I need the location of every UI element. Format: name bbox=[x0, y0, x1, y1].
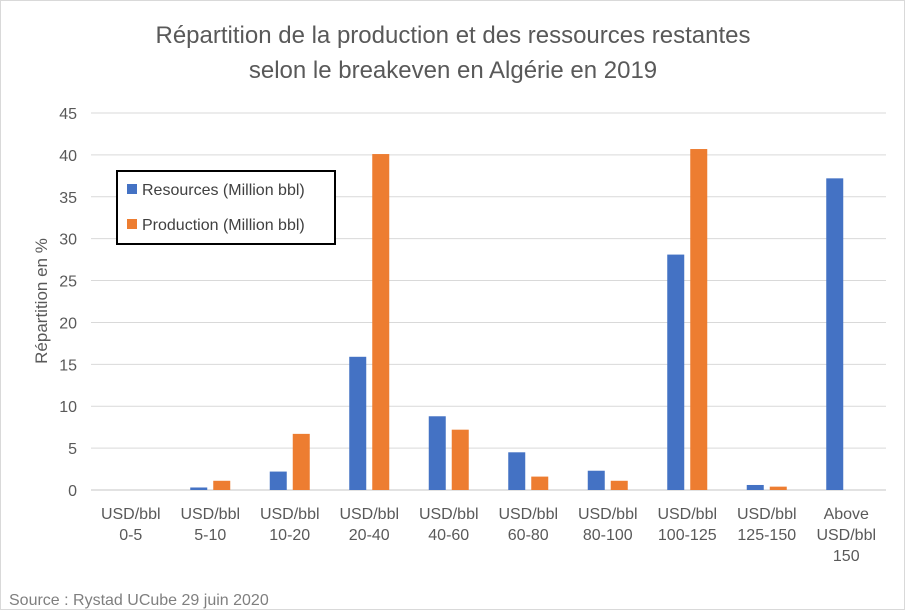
x-tick-label: Above bbox=[824, 506, 869, 523]
legend-swatch bbox=[127, 219, 137, 229]
x-tick-label: 20-40 bbox=[349, 527, 390, 544]
x-tick-label: 125-150 bbox=[737, 527, 796, 544]
y-tick-label: 30 bbox=[59, 232, 77, 249]
x-tick-label: USD/bbl bbox=[419, 506, 479, 523]
y-tick-label: 15 bbox=[59, 357, 77, 374]
x-tick-label: USD/bbl bbox=[101, 506, 161, 523]
bar-resources bbox=[667, 254, 685, 490]
bar-resources bbox=[587, 470, 605, 490]
x-tick-label: USD/bbl bbox=[816, 527, 876, 544]
y-tick-label: 10 bbox=[59, 399, 77, 416]
y-tick-label: 5 bbox=[68, 441, 77, 458]
legend-box bbox=[116, 170, 336, 245]
bar-resources bbox=[508, 452, 526, 490]
x-tick-label: USD/bbl bbox=[578, 506, 638, 523]
x-tick-label: 10-20 bbox=[269, 527, 310, 544]
y-tick-label: 40 bbox=[59, 148, 77, 165]
bar-production bbox=[769, 486, 787, 490]
x-tick-label: 0-5 bbox=[119, 527, 142, 544]
y-tick-label: 20 bbox=[59, 315, 77, 332]
x-tick-label: USD/bbl bbox=[657, 506, 717, 523]
bar-production bbox=[610, 480, 628, 490]
chart-title-line: selon le breakeven en Algérie en 2019 bbox=[249, 57, 657, 84]
bar-production bbox=[213, 480, 231, 490]
y-tick-label: 0 bbox=[68, 483, 77, 500]
x-tick-label: USD/bbl bbox=[339, 506, 399, 523]
x-tick-label: 80-100 bbox=[583, 527, 633, 544]
source-note: Source : Rystad UCube 29 juin 2020 bbox=[9, 592, 269, 609]
bar-production bbox=[292, 433, 310, 490]
y-tick-label: 35 bbox=[59, 190, 77, 207]
x-tick-label: 60-80 bbox=[508, 527, 549, 544]
bar-production bbox=[531, 476, 549, 490]
legend-swatch bbox=[127, 184, 137, 194]
bar-resources bbox=[269, 471, 287, 490]
legend-label: Production (Million bbl) bbox=[142, 217, 305, 234]
x-tick-label: 40-60 bbox=[428, 527, 469, 544]
x-tick-label: 100-125 bbox=[658, 527, 717, 544]
y-tick-label: 45 bbox=[59, 106, 77, 123]
x-tick-label: USD/bbl bbox=[260, 506, 320, 523]
bar-resources bbox=[826, 178, 844, 490]
bar-production bbox=[372, 154, 390, 490]
x-tick-label: USD/bbl bbox=[737, 506, 797, 523]
x-tick-label: USD/bbl bbox=[498, 506, 558, 523]
legend-label: Resources (Million bbl) bbox=[142, 182, 305, 199]
bar-resources bbox=[349, 356, 367, 490]
bar-production bbox=[451, 429, 469, 490]
bar-production bbox=[690, 149, 708, 490]
bar-resources bbox=[428, 416, 446, 490]
x-tick-label: USD/bbl bbox=[180, 506, 240, 523]
x-tick-label: 150 bbox=[833, 548, 860, 565]
x-tick-label: 5-10 bbox=[194, 527, 226, 544]
bar-resources bbox=[746, 484, 764, 490]
y-tick-label: 25 bbox=[59, 274, 77, 291]
y-axis-label: Répartition en % bbox=[32, 238, 51, 364]
chart-title-line: Répartition de la production et des ress… bbox=[156, 22, 751, 49]
bar-resources bbox=[190, 487, 208, 490]
